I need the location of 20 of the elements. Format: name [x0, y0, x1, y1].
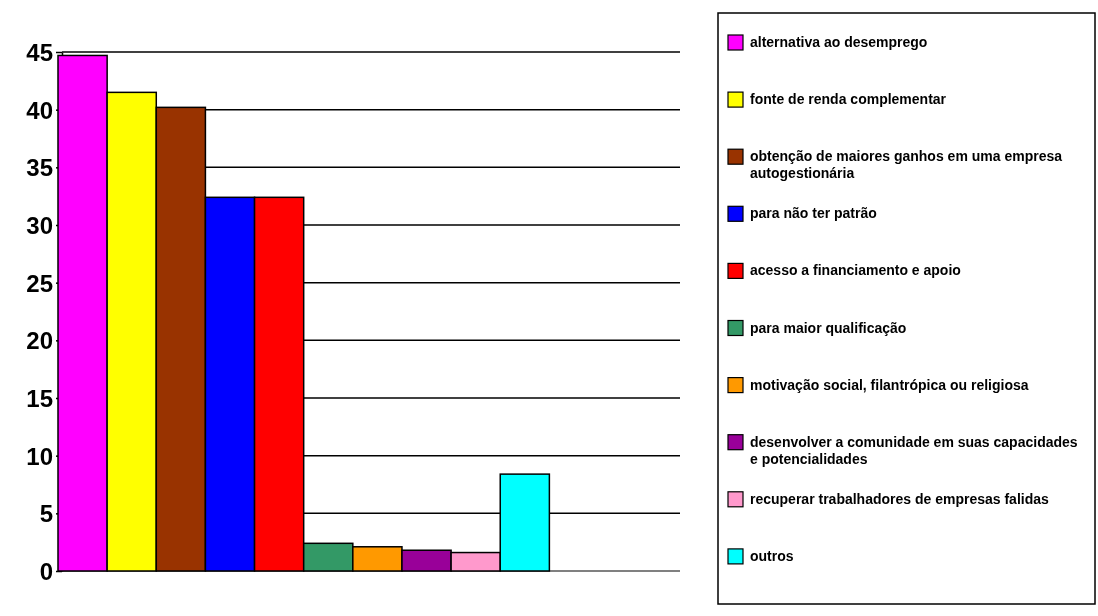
y-tick-label: 20 — [26, 327, 53, 355]
legend-label: recuperar trabalhadores de empresas falidas — [750, 490, 1050, 507]
y-tick-label: 30 — [26, 211, 53, 239]
y-tick-label: 15 — [26, 384, 53, 412]
legend-label: desenvolver a comunidade em suas capacidades e potencialidades — [750, 433, 1078, 467]
legend-label: acesso a financiamento e apoio — [750, 262, 961, 279]
legend-label: para maior qualificação — [750, 319, 907, 336]
y-tick-label: 5 — [39, 500, 53, 528]
y-tick-label: 45 — [26, 38, 53, 66]
y-tick-label: 35 — [26, 154, 53, 182]
y-tick-label: 10 — [26, 442, 53, 470]
legend-label: outros — [750, 547, 794, 564]
legend-label: obtenção de maiores ganhos em uma empresa autogestionária — [750, 148, 1063, 181]
y-tick-label: 0 — [39, 557, 53, 585]
legend-label: fonte de renda complementar — [750, 91, 947, 108]
legend-label: para não ter patrão — [750, 205, 877, 222]
y-tick-label: 40 — [26, 96, 53, 124]
legend-label: motivação social, filantrópica ou religiosa — [750, 376, 1029, 393]
y-tick-label: 25 — [26, 269, 53, 297]
legend-label: alternativa ao desemprego — [750, 34, 928, 50]
